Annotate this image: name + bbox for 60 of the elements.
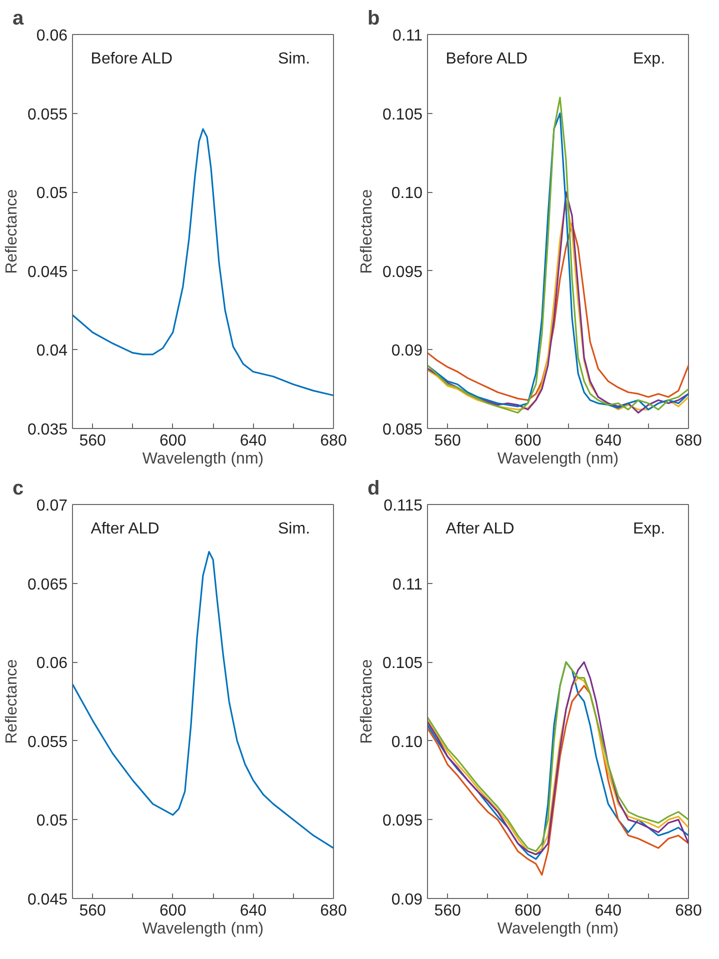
- y-tick-label: 0.045: [27, 264, 68, 281]
- annotation: After ALD: [90, 520, 160, 538]
- y-axis-title: Reflectance: [358, 659, 376, 744]
- y-tick-label: 0.05: [36, 185, 68, 202]
- x-axis-title: Wavelength (nm): [497, 920, 619, 938]
- annotation: Before ALD: [90, 50, 173, 68]
- chart-title: d: [368, 478, 380, 500]
- x-tick-label: 560: [434, 432, 462, 450]
- y-tick-label: 0.085: [382, 422, 423, 438]
- annotation: Exp.: [632, 50, 666, 68]
- x-tick-label: 600: [160, 432, 186, 450]
- y-tick-label: 0.06: [36, 28, 68, 44]
- chart-title: b: [368, 8, 380, 30]
- x-axis-title: Wavelength (nm): [142, 920, 264, 938]
- x-tick-label: 640: [240, 902, 267, 920]
- y-axis-title: Reflectance: [3, 189, 20, 274]
- y-tick-label: 0.095: [382, 812, 423, 830]
- y-tick-label: 0.105: [382, 655, 423, 672]
- y-tick-label: 0.07: [36, 498, 68, 514]
- y-tick-label: 0.055: [27, 734, 68, 751]
- x-tick-label: 600: [514, 432, 542, 450]
- y-tick-label: 0.065: [27, 576, 68, 594]
- x-tick-label: 640: [240, 432, 267, 450]
- y-tick-label: 0.035: [27, 422, 68, 438]
- y-tick-label: 0.11: [392, 28, 423, 44]
- y-tick-label: 0.10: [391, 734, 423, 751]
- x-axis-title: Wavelength (nm): [142, 450, 264, 468]
- annotation: Before ALD: [446, 50, 528, 68]
- annotation: Exp.: [632, 520, 666, 538]
- x-tick-label: 600: [514, 902, 542, 920]
- x-tick-label: 560: [79, 432, 106, 450]
- x-tick-label: 680: [675, 432, 702, 450]
- x-tick-label: 640: [594, 432, 622, 450]
- y-tick-label: 0.115: [384, 498, 423, 514]
- x-tick-label: 680: [320, 432, 347, 450]
- y-axis-title: Reflectance: [358, 189, 376, 274]
- x-tick-label: 560: [434, 902, 462, 920]
- annotation: Sim.: [278, 50, 310, 68]
- x-tick-label: 640: [594, 902, 622, 920]
- x-axis-title: Wavelength (nm): [497, 450, 619, 468]
- y-tick-label: 0.055: [27, 106, 68, 124]
- y-tick-label: 0.06: [36, 655, 68, 672]
- annotation: Sim.: [278, 520, 310, 538]
- y-tick-label: 0.095: [382, 264, 423, 281]
- y-axis-title: Reflectance: [3, 659, 20, 744]
- annotation: After ALD: [446, 520, 514, 538]
- y-tick-label: 0.09: [391, 892, 423, 908]
- x-tick-label: 560: [79, 902, 106, 920]
- x-tick-label: 680: [675, 902, 702, 920]
- y-tick-label: 0.10: [391, 185, 423, 202]
- y-tick-label: 0.045: [27, 892, 68, 908]
- y-tick-label: 0.09: [391, 342, 423, 360]
- y-tick-label: 0.11: [392, 576, 423, 594]
- x-tick-label: 600: [160, 902, 186, 920]
- chart-title: a: [12, 8, 24, 30]
- y-tick-label: 0.05: [36, 812, 68, 830]
- y-tick-label: 0.105: [382, 106, 423, 124]
- y-tick-label: 0.04: [36, 342, 68, 360]
- x-tick-label: 680: [320, 902, 347, 920]
- chart-title: c: [12, 478, 24, 500]
